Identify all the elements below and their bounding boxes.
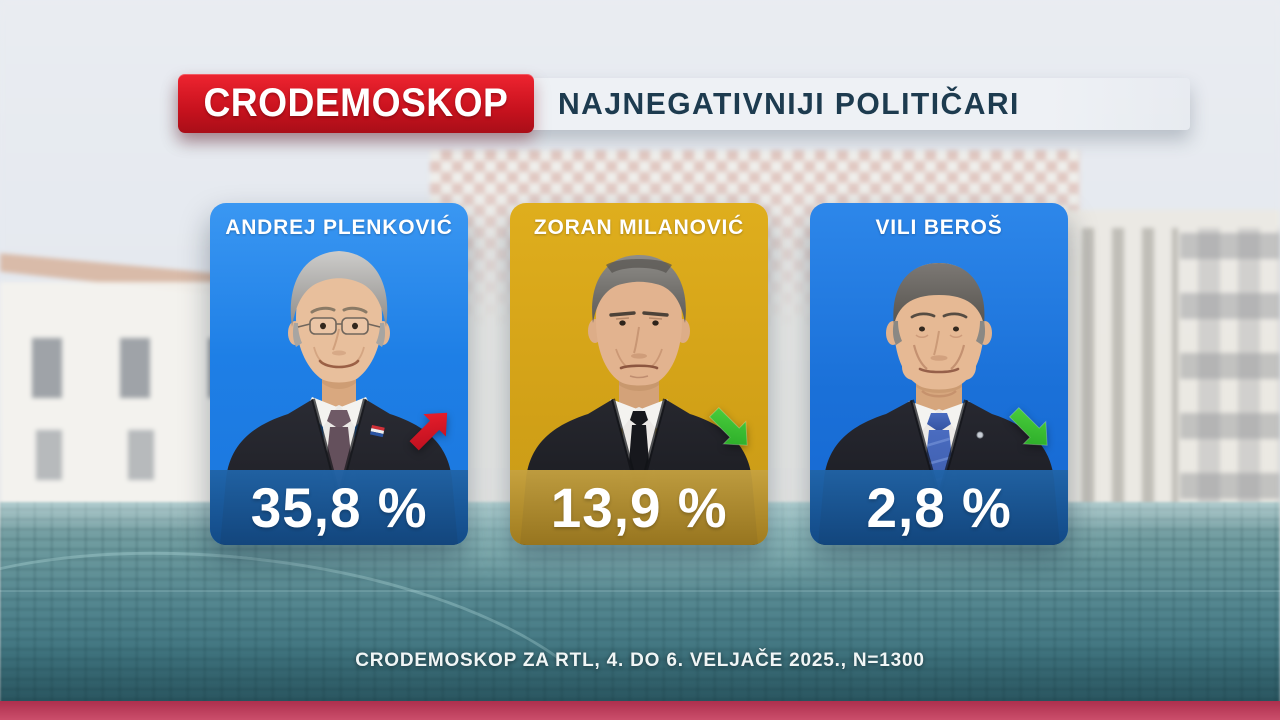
result-bar: 35,8 % [210, 470, 468, 545]
result-value: 35,8 % [250, 476, 428, 539]
right-building-columns [1052, 228, 1178, 533]
trend-down-icon [1008, 406, 1048, 446]
politician-name: VILI BEROŠ [875, 216, 1003, 239]
brand-badge: CRODEMOSKOP [178, 74, 534, 133]
right-building-windows [1180, 228, 1280, 533]
poll-card-beros: VILI BEROŠ 2,8 % [810, 203, 1068, 545]
poll-card-plenkovic: ANDREJ PLENKOVIĆ 35,8 % [210, 203, 468, 545]
header-titlebar: NAJNEGATIVNIJI POLITIČARI CRODEMOSKOP [178, 74, 1190, 133]
lapel-pin [976, 431, 984, 439]
flag-pin [370, 425, 385, 438]
trend-down-icon [708, 406, 748, 446]
result-bar: 13,9 % [510, 470, 768, 545]
poll-card-milanovic: ZORAN MILANOVIĆ 13,9 % [510, 203, 768, 545]
politician-name: ZORAN MILANOVIĆ [533, 216, 745, 239]
page-title: NAJNEGATIVNIJI POLITIČARI [558, 86, 1020, 121]
source-caption: CRODEMOSKOP ZA RTL, 4. DO 6. VELJAČE 202… [355, 650, 925, 671]
brand-logo-text: CRODEMOSKOP [203, 81, 509, 125]
politician-name: ANDREJ PLENKOVIĆ [225, 216, 453, 239]
result-value: 2,8 % [866, 476, 1012, 539]
result-value: 13,9 % [550, 476, 728, 539]
result-bar: 2,8 % [810, 470, 1068, 545]
trend-up-icon [409, 412, 448, 451]
right-building-wall [1046, 210, 1280, 545]
bottom-accent-bar [0, 701, 1280, 720]
pavement-seam [0, 590, 1280, 592]
